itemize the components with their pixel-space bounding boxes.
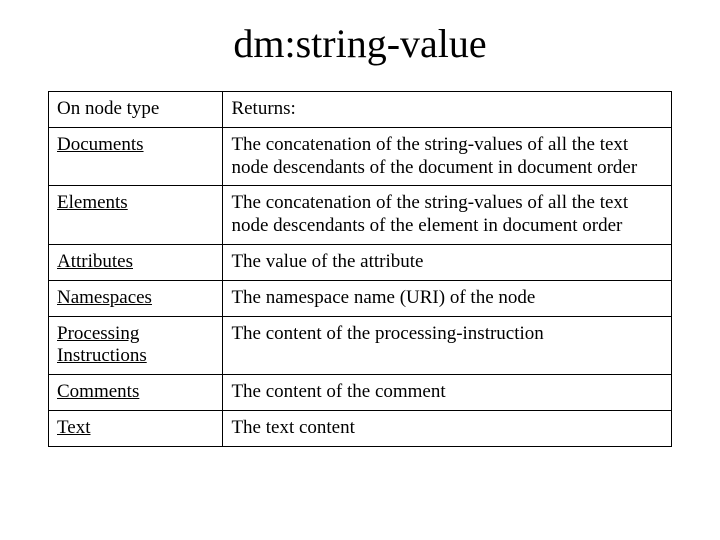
header-col1: On node type (49, 92, 223, 128)
table-row: Namespaces The namespace name (URI) of t… (49, 280, 672, 316)
page-title: dm:string-value (48, 20, 672, 67)
slide: dm:string-value On node type Returns: Do… (0, 0, 720, 540)
cell-node-type: Text (49, 410, 223, 446)
table-row: Comments The content of the comment (49, 375, 672, 411)
table-row: Text The text content (49, 410, 672, 446)
table-row: Documents The concatenation of the strin… (49, 127, 672, 186)
cell-node-type: Attributes (49, 244, 223, 280)
cell-returns: The value of the attribute (223, 244, 672, 280)
cell-node-type: Namespaces (49, 280, 223, 316)
cell-returns: The content of the comment (223, 375, 672, 411)
node-type-link[interactable]: Comments (57, 381, 139, 402)
cell-returns: The concatenation of the string-values o… (223, 127, 672, 186)
node-type-link[interactable]: Attributes (57, 251, 133, 272)
cell-returns: The concatenation of the string-values o… (223, 186, 672, 245)
cell-node-type: Elements (49, 186, 223, 245)
cell-node-type: Processing Instructions (49, 316, 223, 375)
header-col2: Returns: (223, 92, 672, 128)
cell-node-type: Documents (49, 127, 223, 186)
cell-returns: The namespace name (URI) of the node (223, 280, 672, 316)
table-header-row: On node type Returns: (49, 92, 672, 128)
cell-returns: The text content (223, 410, 672, 446)
table-row: Attributes The value of the attribute (49, 244, 672, 280)
cell-node-type: Comments (49, 375, 223, 411)
node-type-link[interactable]: Elements (57, 192, 128, 213)
node-type-link[interactable]: Namespaces (57, 287, 152, 308)
node-type-link[interactable]: Text (57, 417, 91, 438)
string-value-table: On node type Returns: Documents The conc… (48, 91, 672, 447)
node-type-link[interactable]: Processing Instructions (57, 323, 147, 367)
node-type-link[interactable]: Documents (57, 134, 144, 155)
cell-returns: The content of the processing-instructio… (223, 316, 672, 375)
table-row: Elements The concatenation of the string… (49, 186, 672, 245)
table-row: Processing Instructions The content of t… (49, 316, 672, 375)
